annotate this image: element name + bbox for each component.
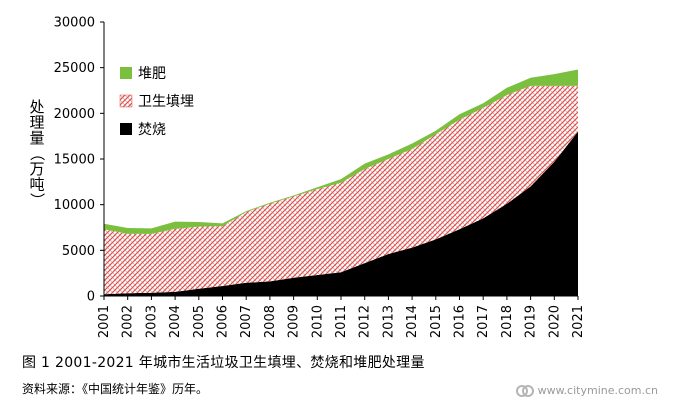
x-tick-label: 2003 [144, 305, 159, 338]
y-tick-label: 25000 [54, 61, 95, 76]
watermark-text: www.citymine.com.cn [537, 384, 658, 397]
x-tick-label: 2001 [97, 305, 112, 338]
x-tick-label: 2008 [263, 305, 278, 338]
y-axis-title-char: 吨 [29, 176, 44, 194]
x-tick-label: 2017 [476, 305, 491, 338]
x-tick-label: 2011 [334, 305, 349, 338]
legend-label: 堆肥 [138, 66, 166, 82]
x-tick-label: 2007 [239, 305, 254, 338]
x-tick-label: 2018 [500, 305, 515, 338]
x-tick-label: 2002 [121, 305, 136, 338]
y-tick-label: 0 [87, 290, 95, 305]
y-axis-title-char: ） [28, 192, 46, 207]
x-tick-label: 2010 [310, 305, 325, 338]
y-tick-label: 20000 [54, 107, 95, 122]
y-axis-title-char: 理 [29, 114, 44, 132]
y-axis-title: 处理量（万吨） [28, 98, 46, 208]
x-tick-label: 2006 [216, 305, 231, 338]
legend-label: 焚烧 [138, 122, 166, 138]
x-tick-label: 2021 [571, 305, 586, 338]
x-tick-label: 2012 [358, 305, 373, 338]
y-tick-label: 15000 [54, 153, 95, 168]
x-tick-label: 2020 [547, 305, 562, 338]
x-tick-label: 2014 [405, 305, 420, 338]
x-tick-label: 2013 [381, 305, 396, 338]
area-series-2 [104, 85, 578, 295]
x-tick-label: 2004 [168, 305, 183, 338]
x-tick-label: 2019 [524, 305, 539, 338]
x-tick-label: 2015 [429, 305, 444, 338]
citymine-logo-icon [515, 384, 534, 397]
y-axis-title-char: 量 [29, 129, 44, 147]
x-tick-label: 2016 [453, 305, 468, 338]
y-axis-title-char: 处 [29, 98, 44, 116]
y-axis-title-char: 万 [29, 160, 44, 178]
stacked-area-chart: 0 5000 10000 15000 20000 25000 30000 2001 2002 20… [28, 16, 586, 339]
watermark: www.citymine.com.cn [515, 384, 658, 397]
x-tick-label: 2005 [192, 305, 207, 338]
source-note: 资料来源：《中国统计年鉴》历年。 [22, 382, 209, 396]
legend-swatch [120, 67, 132, 79]
area-layer [104, 69, 578, 296]
legend-swatch [120, 123, 132, 135]
x-tick-label: 2009 [287, 305, 302, 338]
y-tick-label: 10000 [54, 198, 95, 213]
y-tick-label: 5000 [62, 244, 95, 259]
figure-caption: 图 1 2001-2021 年城市生活垃圾卫生填埋、焚烧和堆肥处理量 [22, 355, 425, 371]
axes: 0 5000 10000 15000 20000 25000 30000 2001 2002 20… [54, 16, 586, 339]
legend-swatch [119, 94, 133, 108]
y-tick-label: 30000 [54, 16, 95, 31]
legend-label: 卫生填埋 [138, 94, 194, 110]
y-axis-title-char: （ [28, 146, 46, 161]
area-series-1 [104, 131, 578, 296]
